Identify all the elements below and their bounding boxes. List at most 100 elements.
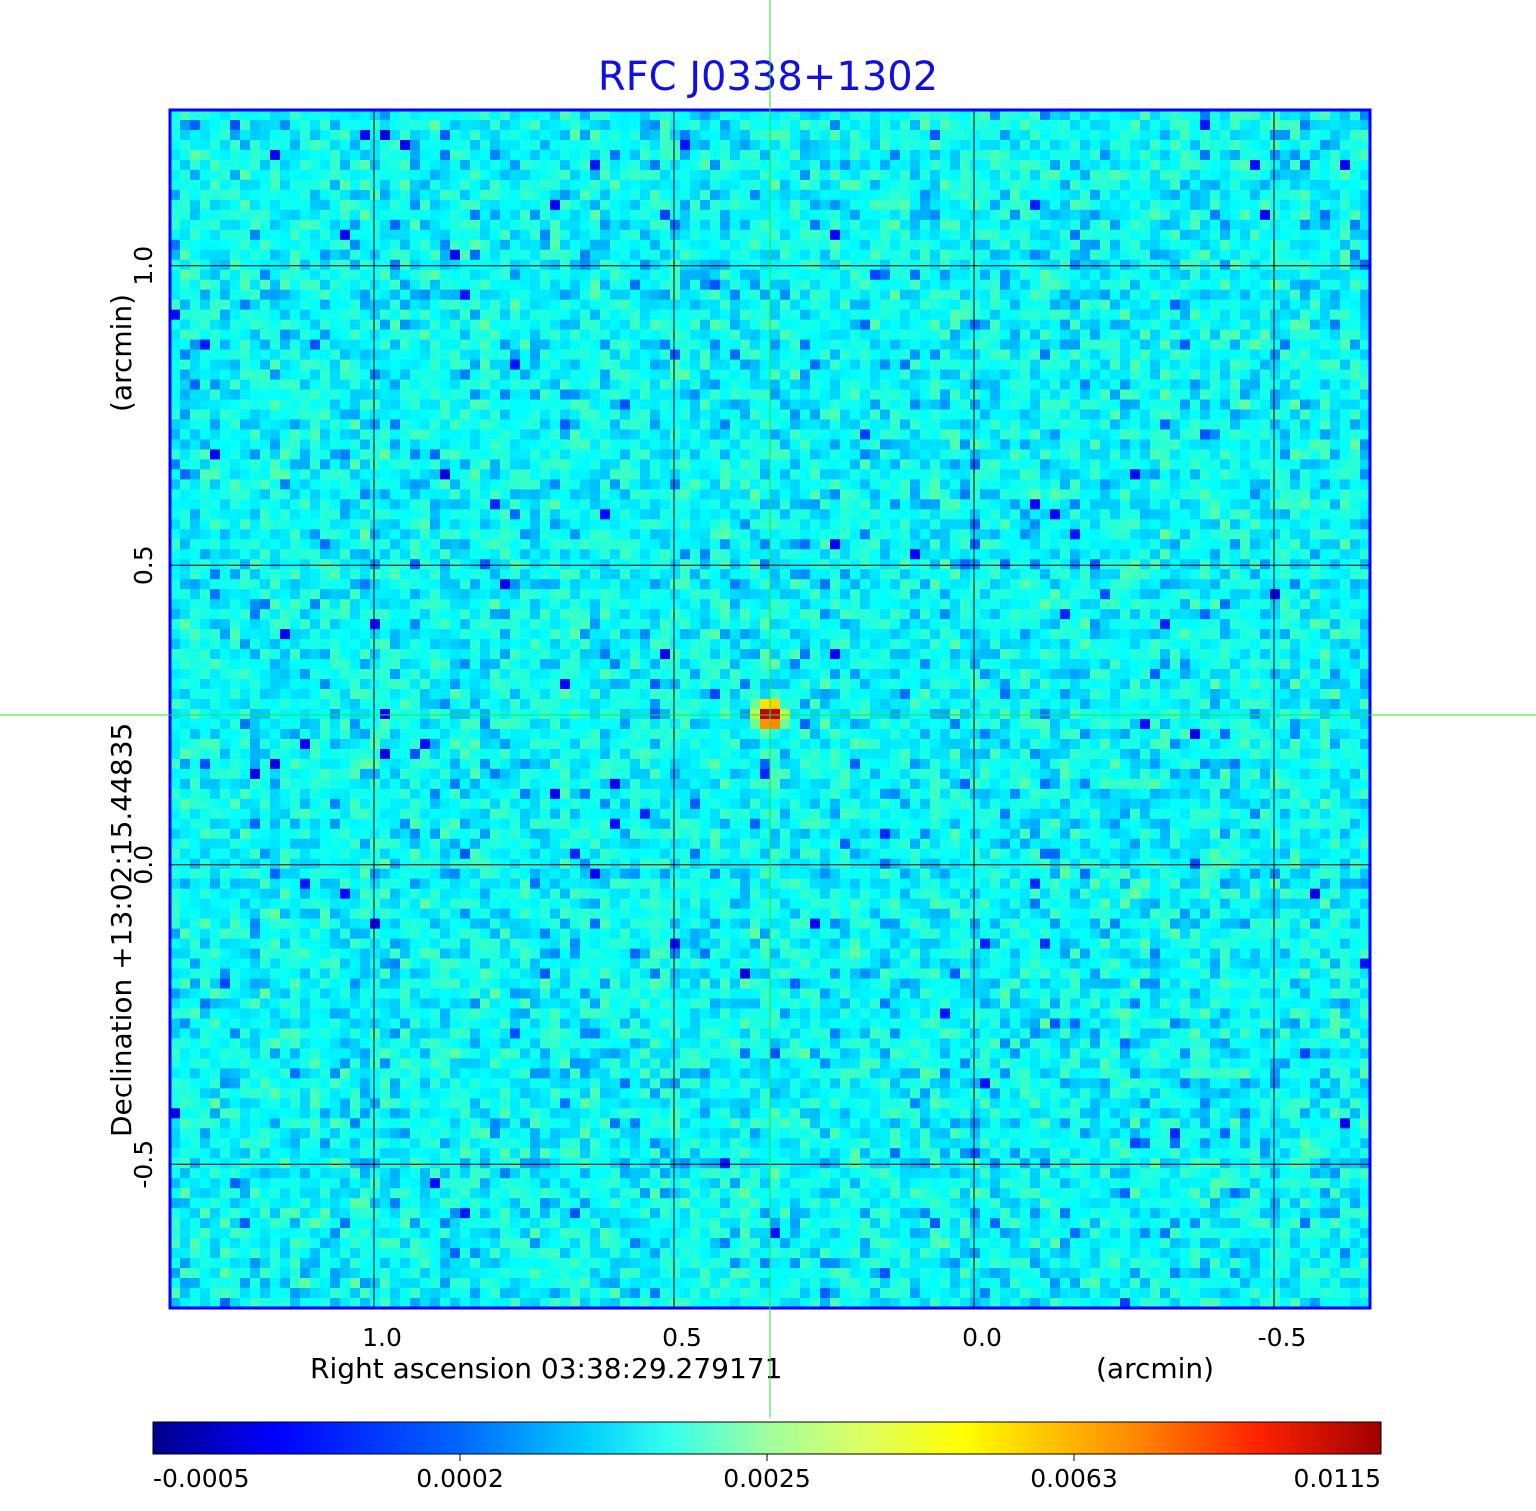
heatmap-cell xyxy=(810,149,821,161)
heatmap-cell xyxy=(750,439,761,451)
heatmap-cell xyxy=(460,229,471,241)
heatmap-cell xyxy=(510,129,521,141)
heatmap-cell xyxy=(190,209,201,221)
heatmap-cell xyxy=(760,179,771,191)
heatmap-cell xyxy=(490,379,501,391)
heatmap-cell xyxy=(710,449,721,461)
heatmap-cell xyxy=(680,399,691,411)
heatmap-cell xyxy=(570,349,581,361)
heatmap-cell xyxy=(1080,429,1091,441)
heatmap-cell xyxy=(700,329,711,341)
heatmap-cell xyxy=(830,279,841,291)
heatmap-cell xyxy=(890,479,901,490)
heatmap-cell xyxy=(1070,299,1081,311)
heatmap-cell xyxy=(230,349,241,361)
heatmap-cell xyxy=(370,519,381,530)
heatmap-cell xyxy=(700,110,711,121)
heatmap-cell xyxy=(430,299,441,311)
heatmap-cell xyxy=(290,349,301,361)
heatmap-cell xyxy=(270,479,281,490)
heatmap-cell xyxy=(450,209,461,221)
heatmap-cell xyxy=(480,199,491,211)
heatmap-cell xyxy=(420,199,431,211)
heatmap-cell xyxy=(770,499,781,510)
heatmap-cell xyxy=(1180,139,1191,151)
heatmap-cell xyxy=(1030,289,1041,301)
heatmap-cell xyxy=(180,349,191,361)
heatmap-cell xyxy=(900,209,911,221)
heatmap-cell xyxy=(1310,249,1321,261)
heatmap-cell xyxy=(1200,139,1211,151)
heatmap-cell xyxy=(660,369,671,381)
heatmap-cell xyxy=(330,519,341,530)
heatmap-cell xyxy=(720,149,731,161)
heatmap-cell xyxy=(1190,289,1201,301)
heatmap-cell xyxy=(450,219,461,231)
heatmap-cell xyxy=(980,199,991,211)
heatmap-cell xyxy=(250,129,261,141)
heatmap-cell xyxy=(710,159,721,171)
heatmap-cell xyxy=(210,499,221,510)
heatmap-cell xyxy=(1210,239,1221,251)
heatmap-cell xyxy=(1350,199,1361,211)
heatmap-cell xyxy=(810,119,821,131)
heatmap-cell xyxy=(1280,129,1291,141)
heatmap-cell xyxy=(1030,489,1041,500)
heatmap-cell xyxy=(1360,449,1371,461)
heatmap-cell xyxy=(1130,449,1141,461)
heatmap-cell xyxy=(550,239,561,251)
heatmap-cell xyxy=(440,509,451,520)
heatmap-cell xyxy=(1160,179,1171,191)
heatmap-cell xyxy=(770,459,781,470)
heatmap-cell xyxy=(190,429,201,441)
heatmap-cell xyxy=(1070,179,1081,191)
heatmap-cell xyxy=(260,299,271,311)
heatmap-cell xyxy=(1110,129,1121,141)
heatmap-cell xyxy=(480,489,491,500)
heatmap-cell xyxy=(1260,309,1271,321)
heatmap-cell xyxy=(990,419,1001,431)
heatmap-cell xyxy=(1280,119,1291,131)
heatmap-cell xyxy=(510,249,521,261)
heatmap-cell xyxy=(180,149,191,161)
heatmap-cell xyxy=(1040,229,1051,241)
heatmap-cell xyxy=(1270,119,1281,131)
heatmap-cell xyxy=(1250,449,1261,461)
heatmap-cell xyxy=(210,359,221,371)
heatmap-cell xyxy=(680,259,691,271)
heatmap-cell xyxy=(590,159,601,171)
heatmap-cell xyxy=(530,479,541,490)
heatmap-cell xyxy=(580,439,591,451)
heatmap-cell xyxy=(1190,379,1201,391)
heatmap-cell xyxy=(720,219,731,231)
heatmap-cell xyxy=(690,309,701,321)
heatmap-cell xyxy=(680,509,691,520)
heatmap-cell xyxy=(720,339,731,351)
heatmap-cell xyxy=(1230,319,1241,331)
heatmap-cell xyxy=(510,519,521,530)
heatmap-cell xyxy=(380,169,391,181)
heatmap-cell xyxy=(380,509,391,520)
heatmap-cell xyxy=(380,239,391,251)
heatmap-cell xyxy=(860,119,871,131)
heatmap-cell xyxy=(570,129,581,141)
heatmap-cell xyxy=(1190,279,1201,291)
heatmap-cell xyxy=(240,139,251,151)
heatmap-cell xyxy=(740,289,751,301)
heatmap-cell xyxy=(1320,449,1331,461)
heatmap-cell xyxy=(610,259,621,271)
heatmap-cell xyxy=(900,199,911,211)
heatmap-cell xyxy=(640,359,651,371)
heatmap-cell xyxy=(180,329,191,341)
heatmap-cell xyxy=(400,329,411,341)
heatmap-cell xyxy=(980,509,991,520)
heatmap-cell xyxy=(250,239,261,251)
heatmap-cell xyxy=(1190,419,1201,431)
heatmap-cell xyxy=(1010,159,1021,171)
heatmap-cell xyxy=(850,319,861,331)
heatmap-cell xyxy=(950,479,961,490)
heatmap-cell xyxy=(620,509,631,520)
heatmap-cell xyxy=(720,129,731,141)
heatmap-cell xyxy=(1040,409,1051,421)
heatmap-cell xyxy=(280,239,291,251)
